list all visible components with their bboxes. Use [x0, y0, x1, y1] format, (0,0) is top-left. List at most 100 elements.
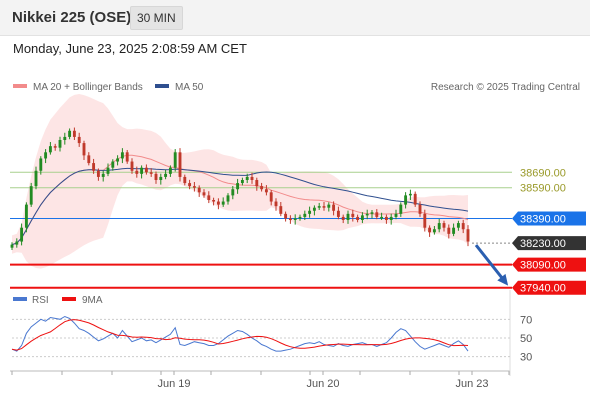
level-tag-support: 37940.00: [512, 280, 586, 295]
candle-body: [336, 210, 340, 217]
x-axis-label: Jun 23: [455, 378, 488, 390]
candle-body: [144, 167, 148, 173]
candle-body: [173, 152, 177, 168]
candle-body: [29, 186, 33, 205]
candle-body: [418, 204, 422, 214]
rsi-tick-label: 70: [520, 314, 532, 326]
candle: [389, 213, 393, 225]
candle-body: [106, 167, 110, 174]
candle-body: [279, 206, 283, 214]
candle-body: [351, 213, 355, 217]
x-axis-label: Jun 20: [306, 378, 339, 390]
candle-body: [101, 173, 105, 177]
candle-body: [188, 183, 192, 187]
candle: [399, 202, 403, 217]
candle-body: [341, 216, 345, 220]
candle-body: [452, 227, 456, 234]
candle-body: [53, 146, 57, 148]
rsi-tick-label: 30: [520, 352, 532, 364]
rsi-panel: 70 50 30: [11, 314, 532, 364]
candle-body: [111, 161, 115, 168]
candle-body: [24, 204, 28, 228]
candle-body: [226, 195, 230, 202]
candle-body: [82, 143, 86, 156]
candlesticks: [10, 127, 470, 250]
candle: [375, 209, 379, 220]
candle-body: [192, 186, 196, 188]
candle-body: [327, 204, 331, 208]
candle: [10, 242, 14, 250]
candle: [394, 209, 398, 220]
candle: [188, 179, 192, 190]
candle: [432, 226, 436, 235]
candle: [245, 173, 249, 184]
candle-body: [212, 200, 216, 202]
candle: [111, 159, 115, 171]
candle-body: [322, 206, 326, 208]
candle: [250, 172, 254, 184]
candle-body: [466, 229, 470, 242]
candle: [154, 171, 158, 184]
candle: [303, 210, 307, 220]
candle-body: [428, 227, 432, 233]
candle: [116, 155, 120, 166]
candle: [452, 223, 456, 237]
candle-body: [116, 158, 120, 162]
candle-body: [140, 167, 144, 174]
candle: [164, 169, 168, 180]
rsi-ma-legend-label: 9MA: [82, 295, 103, 306]
candle-body: [34, 170, 38, 187]
level-tag-text: 38590.00: [520, 183, 566, 195]
candle-body: [375, 212, 379, 217]
candle: [408, 189, 412, 200]
candle-body: [236, 183, 240, 190]
bollinger-bands: [12, 94, 468, 269]
candle-body: [77, 136, 81, 144]
candle-body: [365, 213, 369, 216]
candle-body: [447, 227, 451, 234]
candle: [341, 214, 345, 224]
candle: [53, 143, 57, 151]
candle: [231, 186, 235, 200]
level-tag-box: [512, 211, 586, 226]
candle-body: [370, 212, 374, 214]
candle: [178, 148, 182, 182]
candle: [356, 214, 360, 223]
interval-button[interactable]: 30 MIN: [130, 6, 183, 30]
candle: [101, 170, 105, 182]
candle: [236, 178, 240, 194]
candle: [140, 165, 144, 179]
candle-body: [346, 213, 350, 220]
level-tag-text: 38390.00: [520, 213, 566, 225]
candle: [413, 191, 417, 207]
candle-body: [389, 216, 393, 220]
candle-body: [130, 161, 134, 171]
candle-body: [221, 201, 225, 205]
candle: [96, 168, 100, 181]
candle: [135, 166, 139, 178]
candle-body: [288, 218, 292, 220]
candle-body: [202, 192, 206, 196]
candle: [279, 202, 283, 217]
candle-body: [269, 192, 273, 202]
candle-body: [58, 140, 62, 148]
candle: [456, 220, 460, 231]
candle: [63, 132, 67, 145]
candle-body: [303, 213, 307, 217]
candle: [260, 182, 264, 192]
candle: [288, 215, 292, 224]
candle: [212, 197, 216, 206]
candle: [68, 128, 72, 140]
level-tag-box: [512, 280, 586, 295]
rsi-line: [11, 315, 469, 352]
candle: [34, 166, 38, 190]
level-tag-text: 37940.00: [520, 283, 566, 295]
candle-body: [183, 176, 187, 184]
candle: [437, 218, 441, 233]
level-tag-resistance: 38690.00: [520, 167, 566, 179]
candle-body: [96, 170, 100, 177]
candle-body: [356, 216, 360, 220]
candle-body: [63, 136, 67, 140]
candle-body: [154, 173, 158, 180]
level-tag-box: [512, 257, 586, 272]
